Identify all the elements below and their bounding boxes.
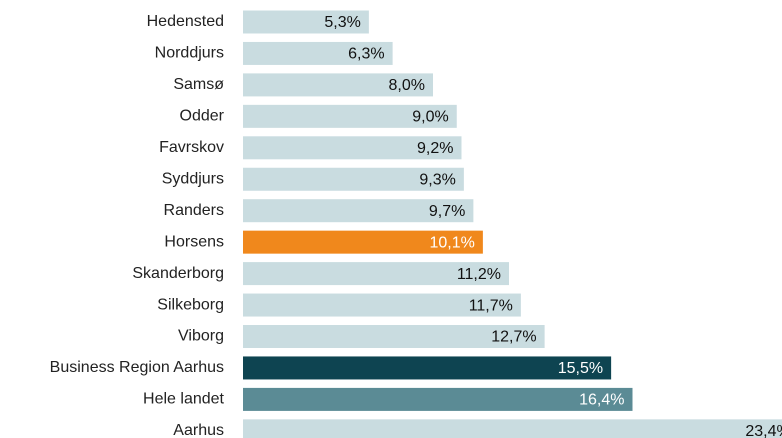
bar bbox=[243, 419, 782, 438]
value-label: 9,0% bbox=[412, 109, 448, 126]
value-label: 5,3% bbox=[324, 14, 360, 31]
category-label: Syddjurs bbox=[162, 170, 224, 187]
category-label: Norddjurs bbox=[155, 45, 224, 62]
value-label: 12,7% bbox=[491, 329, 536, 346]
category-label: Hedensted bbox=[147, 13, 224, 30]
value-label: 23,4% bbox=[745, 423, 782, 438]
category-label: Horsens bbox=[164, 233, 224, 250]
bar bbox=[243, 104, 457, 128]
value-label: 16,4% bbox=[579, 392, 624, 409]
value-label: 11,7% bbox=[469, 297, 513, 314]
bar bbox=[243, 356, 612, 380]
category-label: Aarhus bbox=[173, 422, 224, 438]
category-label: Silkeborg bbox=[157, 296, 224, 313]
bar bbox=[243, 230, 483, 254]
bar bbox=[243, 325, 545, 348]
bar bbox=[243, 262, 509, 286]
category-label: Randers bbox=[164, 202, 224, 219]
category-label: Skanderborg bbox=[132, 265, 224, 282]
bar bbox=[243, 167, 464, 191]
bar bbox=[243, 387, 633, 411]
bar bbox=[243, 136, 462, 160]
category-label: Business Region Aarhus bbox=[50, 359, 224, 376]
bar bbox=[243, 41, 393, 65]
value-label: 6,3% bbox=[348, 46, 384, 63]
value-label: 11,2% bbox=[457, 266, 501, 283]
value-label: 8,0% bbox=[389, 77, 425, 94]
category-label: Hele landet bbox=[143, 391, 225, 408]
value-label: 9,3% bbox=[419, 171, 455, 188]
value-label: 10,1% bbox=[430, 234, 475, 251]
category-label: Samsø bbox=[173, 76, 224, 93]
category-label: Odder bbox=[180, 108, 225, 125]
bar bbox=[243, 293, 521, 317]
bar bbox=[243, 73, 433, 97]
value-label: 9,7% bbox=[429, 203, 465, 220]
bar bbox=[243, 10, 369, 34]
bar bbox=[243, 199, 474, 223]
value-label: 9,2% bbox=[417, 140, 453, 157]
category-label: Viborg bbox=[178, 328, 224, 345]
value-label: 15,5% bbox=[558, 360, 603, 377]
category-label: Favrskov bbox=[159, 139, 224, 156]
